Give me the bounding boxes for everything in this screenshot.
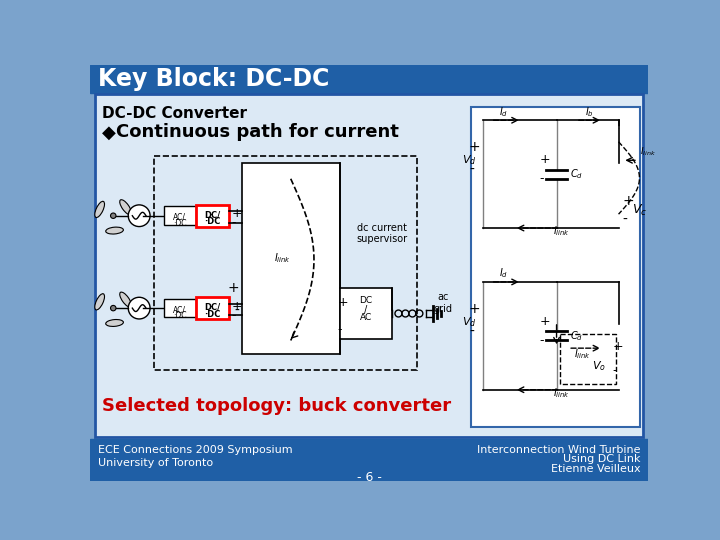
Bar <box>472 107 640 427</box>
Bar <box>153 156 417 370</box>
Text: DC-DC Converter: DC-DC Converter <box>102 106 248 120</box>
Text: Selected topology: buck converter: Selected topology: buck converter <box>102 397 451 415</box>
Text: $I_d$: $I_d$ <box>499 267 508 280</box>
Text: +: + <box>539 153 550 166</box>
Text: +: + <box>232 207 243 220</box>
Text: +: + <box>622 194 634 208</box>
Text: -: - <box>469 325 474 339</box>
Text: University of Toronto: University of Toronto <box>98 457 213 468</box>
Bar <box>560 334 616 384</box>
Ellipse shape <box>120 200 131 214</box>
Text: +: + <box>337 296 348 309</box>
Text: ECE Connections 2009 Symposium: ECE Connections 2009 Symposium <box>98 445 292 455</box>
Text: - 6 -: - 6 - <box>356 471 382 484</box>
Text: -: - <box>469 163 474 177</box>
Text: -: - <box>622 213 627 227</box>
Text: AC: AC <box>360 313 372 322</box>
Text: -: - <box>232 217 236 230</box>
Text: -: - <box>539 334 544 347</box>
Bar <box>94 94 644 437</box>
Text: -: - <box>612 364 617 377</box>
Ellipse shape <box>95 201 104 218</box>
Text: -: - <box>337 323 342 336</box>
Text: Etienne Veilleux: Etienne Veilleux <box>551 464 640 474</box>
Text: ·DC: ·DC <box>204 309 220 319</box>
Text: DC: DC <box>359 296 372 305</box>
Text: $C_d$: $C_d$ <box>570 167 584 181</box>
Text: Interconnection Wind Turbine: Interconnection Wind Turbine <box>477 445 640 455</box>
Text: Continuous path for current: Continuous path for current <box>116 123 398 141</box>
Ellipse shape <box>95 294 104 310</box>
Text: -: - <box>539 172 544 185</box>
Text: ·DC: ·DC <box>173 219 186 228</box>
Text: /: / <box>364 305 367 315</box>
Text: ·DC: ·DC <box>173 311 186 320</box>
Text: $V_d$: $V_d$ <box>462 315 477 329</box>
Bar <box>472 107 640 427</box>
Bar <box>94 94 644 437</box>
Bar <box>163 206 196 225</box>
Text: $I_{link}$: $I_{link}$ <box>554 224 570 238</box>
Text: $C_d$: $C_d$ <box>570 329 584 343</box>
Text: dc current
supervisor: dc current supervisor <box>356 222 408 244</box>
Text: $I_d$: $I_d$ <box>499 105 508 119</box>
Circle shape <box>128 205 150 227</box>
Circle shape <box>111 213 116 219</box>
Text: +: + <box>539 315 550 328</box>
Ellipse shape <box>106 320 123 327</box>
Text: $I_{link}$: $I_{link}$ <box>574 347 590 361</box>
Text: -: - <box>234 304 239 318</box>
Ellipse shape <box>120 292 131 307</box>
Text: ◆: ◆ <box>102 123 116 141</box>
Text: Key Block: DC-DC: Key Block: DC-DC <box>98 66 329 91</box>
Text: $I_{link}$: $I_{link}$ <box>554 386 570 400</box>
Text: +: + <box>232 300 243 313</box>
Text: +: + <box>469 302 481 316</box>
Bar <box>196 298 229 319</box>
Bar <box>90 439 648 481</box>
Text: $V_o$: $V_o$ <box>592 359 606 373</box>
Text: -: - <box>232 309 236 322</box>
Text: +: + <box>469 140 481 154</box>
Text: ac
grid: ac grid <box>433 292 452 314</box>
Text: $V_d$: $V_d$ <box>462 153 477 167</box>
Text: Using DC Link: Using DC Link <box>563 455 640 464</box>
Text: AC/: AC/ <box>174 213 186 221</box>
Bar <box>163 299 196 318</box>
Text: $I_{link}$: $I_{link}$ <box>274 251 291 265</box>
Bar <box>242 164 340 354</box>
Text: +: + <box>228 281 239 295</box>
Text: $V_c$: $V_c$ <box>632 203 648 218</box>
Text: $I_{link}$: $I_{link}$ <box>640 146 657 158</box>
Text: DC/: DC/ <box>204 211 220 219</box>
Text: $I_b$: $I_b$ <box>585 105 593 119</box>
Circle shape <box>128 298 150 319</box>
Text: ·DC: ·DC <box>204 217 220 226</box>
Ellipse shape <box>106 227 123 234</box>
Text: +: + <box>612 340 623 353</box>
Bar <box>90 65 648 92</box>
Bar <box>340 288 392 339</box>
Circle shape <box>111 306 116 311</box>
Text: DC/: DC/ <box>204 303 220 312</box>
Text: AC/: AC/ <box>174 305 186 314</box>
Bar <box>196 205 229 226</box>
